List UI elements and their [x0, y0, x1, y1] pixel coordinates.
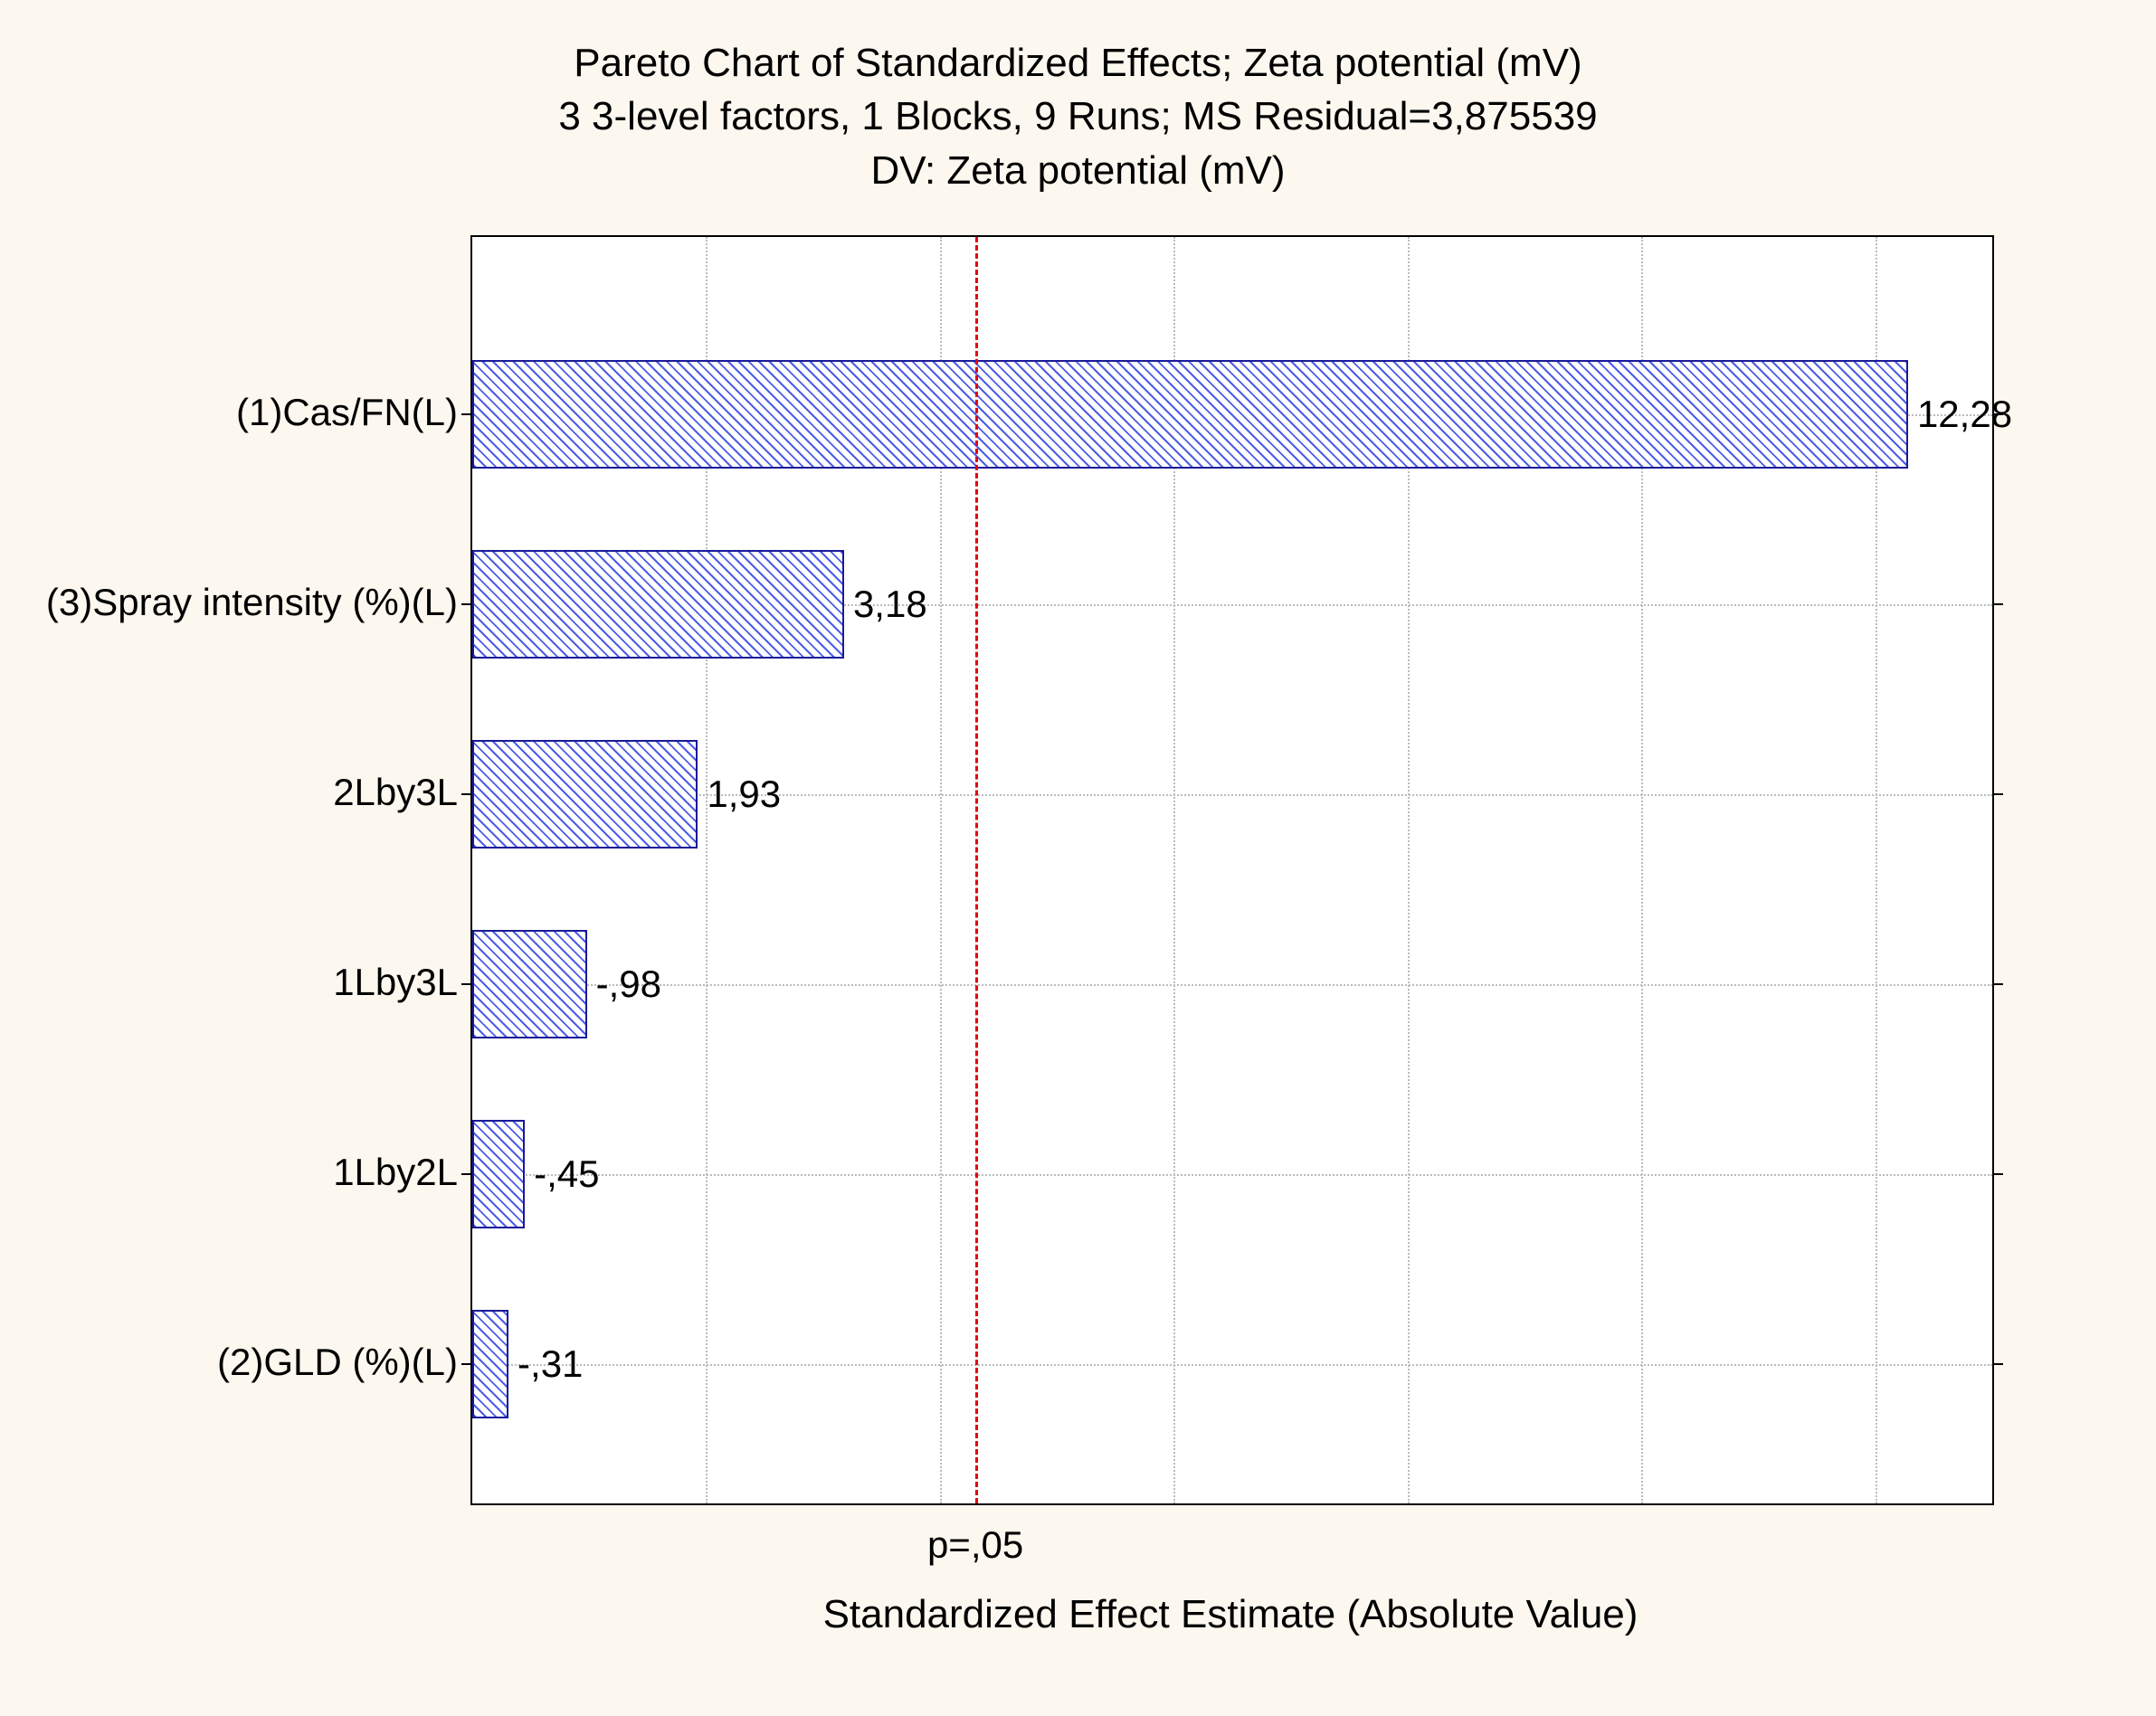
y-axis-label: 1Lby3L — [333, 961, 458, 1004]
title-line-1: Pareto Chart of Standardized Effects; Ze… — [0, 36, 2156, 90]
y-axis-label: (2)GLD (%)(L) — [217, 1341, 458, 1384]
y-axis-labels: (1)Cas/FN(L) (3)Spray intensity (%)(L) 2Lb… — [0, 235, 470, 1502]
plot-area: 12,283,181,93-,98-,45-,31 p=,05 — [470, 235, 1994, 1505]
reference-line — [975, 237, 978, 1503]
y-tick — [1992, 983, 2003, 985]
x-axis-title: Standardized Effect Estimate (Absolute V… — [470, 1592, 1990, 1637]
y-tick — [461, 603, 472, 605]
pareto-chart: Pareto Chart of Standardized Effects; Ze… — [0, 0, 2156, 1716]
y-tick — [1992, 793, 2003, 795]
y-axis-label: (1)Cas/FN(L) — [236, 391, 458, 434]
y-tick — [461, 793, 472, 795]
bar: 12,28 — [472, 360, 1908, 469]
bar-value-label: 1,93 — [707, 773, 781, 816]
y-tick — [1992, 1363, 2003, 1365]
y-tick — [1992, 1173, 2003, 1175]
bar: 3,18 — [472, 550, 844, 659]
y-axis-label: (3)Spray intensity (%)(L) — [46, 581, 458, 624]
bars-layer: 12,28 3,18 1,93 -,98 -,45 -,31 — [472, 237, 1992, 1503]
reference-line-label: p=,05 — [927, 1523, 1023, 1567]
y-axis-label: 1Lby2L — [333, 1151, 458, 1194]
y-tick — [461, 1363, 472, 1365]
y-axis-label: 2Lby3L — [333, 771, 458, 814]
y-tick — [461, 413, 472, 415]
title-line-2: 3 3-level factors, 1 Blocks, 9 Runs; MS … — [0, 90, 2156, 143]
bar-value-label: 3,18 — [853, 583, 927, 626]
y-tick — [461, 1173, 472, 1175]
bar: -,98 — [472, 930, 587, 1038]
y-tick — [461, 983, 472, 985]
bar-value-label: -,45 — [534, 1152, 599, 1196]
title-line-3: DV: Zeta potential (mV) — [0, 144, 2156, 197]
bar-value-label: 12,28 — [1917, 393, 2012, 436]
bar-value-label: -,31 — [518, 1342, 583, 1386]
y-tick — [1992, 603, 2003, 605]
bar: -,31 — [472, 1310, 508, 1418]
chart-titles: Pareto Chart of Standardized Effects; Ze… — [0, 0, 2156, 206]
bar: 1,93 — [472, 740, 698, 849]
bar: -,45 — [472, 1120, 525, 1228]
bar-value-label: -,98 — [596, 962, 661, 1006]
